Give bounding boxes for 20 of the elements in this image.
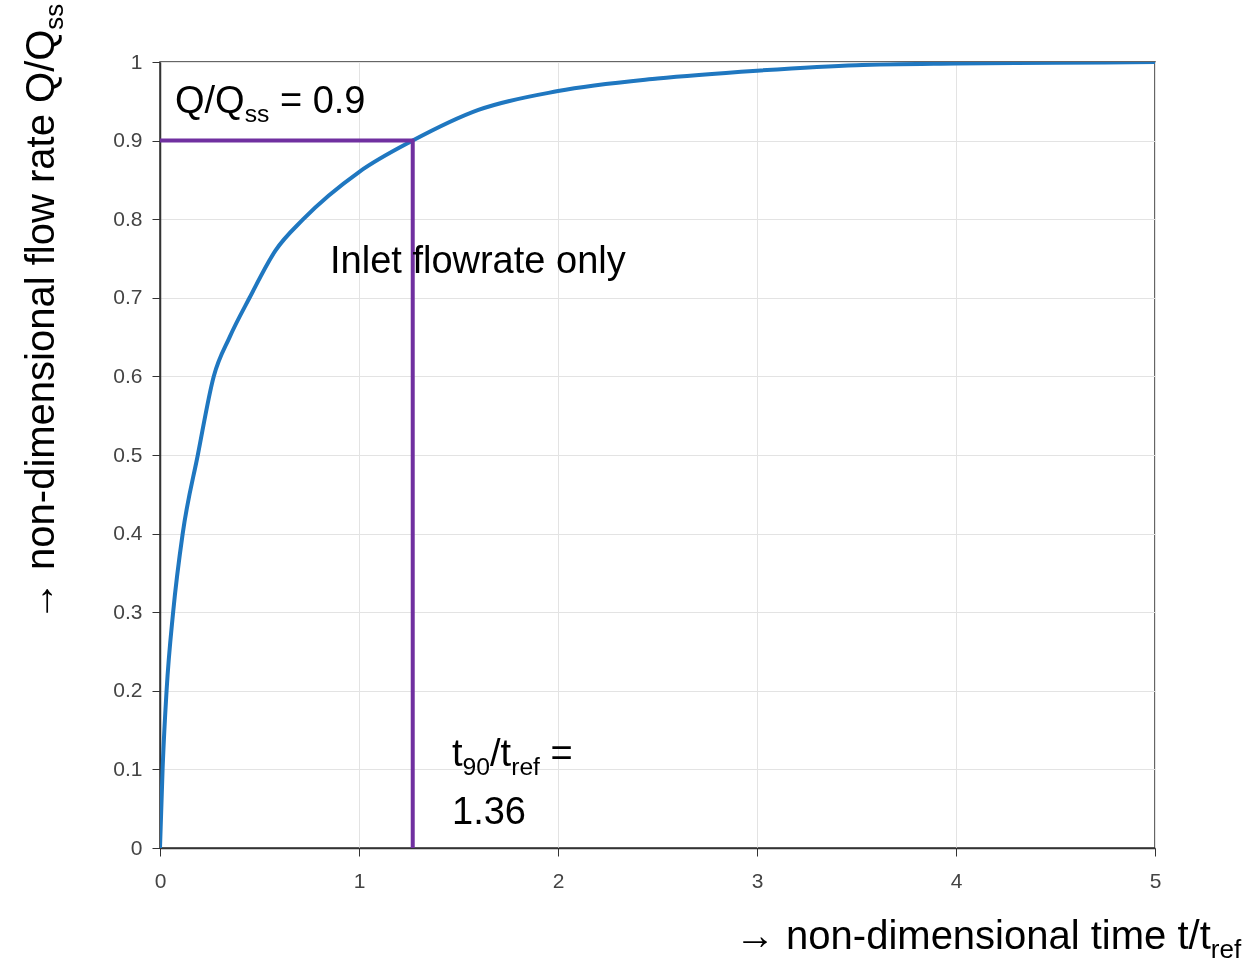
y-tick-label: 0.3 (113, 599, 143, 623)
x-tick-label: 4 (950, 868, 963, 892)
x-tick-label: 2 (552, 868, 565, 892)
y-tick-label: 0.4 (113, 521, 143, 545)
y-tick-label: 0.8 (113, 206, 143, 230)
y-tick-label: 0.2 (113, 678, 143, 702)
y-tick-label: 0.1 (113, 756, 143, 780)
x-tick-label: 5 (1149, 868, 1162, 892)
x-axis-title: → non-dimensional time t/t$_{ref}$ (735, 913, 1242, 966)
x-tick-label: 3 (751, 868, 764, 892)
x-tick-label: 0 (154, 868, 167, 892)
annotation: Q/Q$_{ss}$ = 0.9 (175, 78, 366, 129)
y-tick-label: 0.7 (113, 285, 143, 309)
annotation: t$_{90}$/t$_{ref}$ = 1.36 (452, 731, 573, 833)
y-tick-label: 0.5 (113, 442, 143, 466)
y-tick-label: 1 (130, 49, 143, 73)
y-tick-label: 0 (130, 835, 143, 859)
y-tick-label: 0.6 (113, 363, 143, 387)
x-tick-label: 1 (353, 868, 366, 892)
y-tick-label: 0.9 (113, 128, 143, 152)
